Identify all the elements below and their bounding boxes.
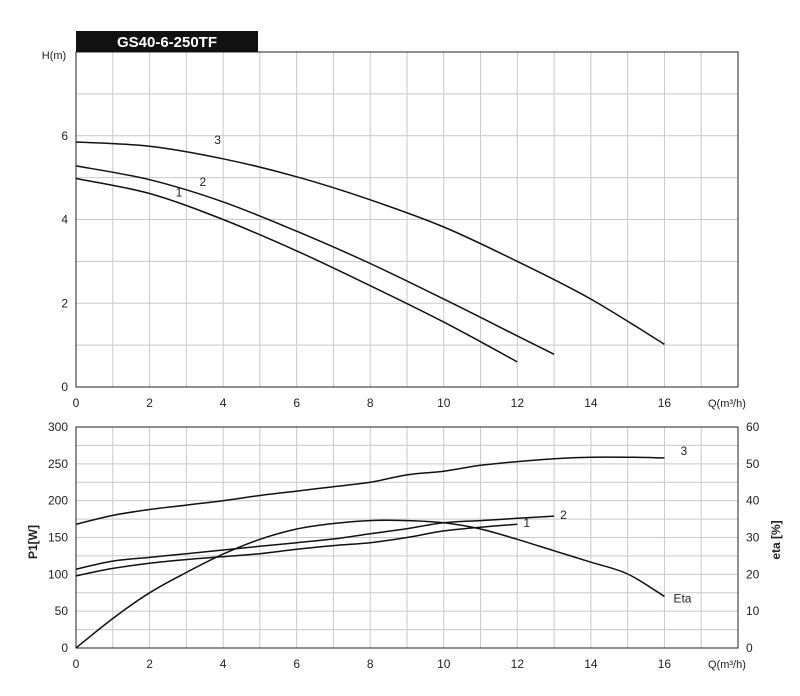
- power-y-tick-label: 0: [61, 641, 68, 655]
- power-x-tick-label: 14: [584, 657, 598, 671]
- eta-curve: [75, 519, 665, 649]
- power-x-tick-label: 16: [658, 657, 672, 671]
- power-y-tick-label: 250: [48, 457, 68, 471]
- power-curve-1: [75, 523, 518, 577]
- power-x-axis-label: Q(m³/h): [708, 659, 746, 671]
- title-banner: [76, 31, 258, 52]
- power-x-tick-label: 8: [367, 657, 374, 671]
- chart-title: GS40-6-250TF: [117, 34, 217, 51]
- power-curve-3: [75, 456, 665, 525]
- power-x-tick-label: 10: [437, 657, 451, 671]
- head-chart-frame: [75, 51, 739, 388]
- eta-y-tick-label: 40: [746, 494, 760, 508]
- power-x-tick-label: 6: [293, 657, 300, 671]
- power-curves: [75, 456, 665, 649]
- head-y-tick-label: 6: [61, 129, 68, 143]
- head-x-tick-label: 10: [437, 396, 451, 410]
- head-x-tick-label: 0: [73, 396, 80, 410]
- power-curve-label-3: 3: [680, 444, 687, 458]
- head-curve-2: [75, 165, 555, 355]
- head-x-tick-label: 12: [511, 396, 525, 410]
- eta-y-tick-label: 30: [746, 531, 760, 545]
- eta-y-tick-label: 50: [746, 457, 760, 471]
- eta-y-axis-label: eta [%]: [769, 520, 783, 559]
- power-x-tick-label: 12: [511, 657, 525, 671]
- head-chart-grid: [76, 52, 738, 387]
- head-curve-1: [75, 177, 518, 363]
- head-curve-3: [75, 141, 665, 345]
- power-chart-frame: [75, 426, 739, 649]
- eta-y-tick-label: 20: [746, 567, 760, 581]
- power-x-tick-label: 2: [146, 657, 153, 671]
- power-x-tick-label: 0: [73, 657, 80, 671]
- head-x-tick-label: 8: [367, 396, 374, 410]
- head-y-tick-label: 4: [61, 213, 68, 227]
- head-x-tick-label: 14: [584, 396, 598, 410]
- eta-curve-label: Eta: [673, 591, 691, 605]
- eta-y-tick-label: 60: [746, 420, 760, 434]
- power-curve-label-1: 1: [523, 516, 530, 530]
- power-curve-label-2: 2: [560, 508, 567, 522]
- power-y-tick-label: 100: [48, 567, 68, 581]
- power-y-tick-label: 200: [48, 494, 68, 508]
- head-y-tick-label: 0: [61, 380, 68, 394]
- power-curve-2: [75, 515, 555, 570]
- eta-y-tick-label: 0: [746, 641, 753, 655]
- head-x-tick-label: 6: [293, 396, 300, 410]
- eta-y-tick-label: 10: [746, 604, 760, 618]
- head-x-axis-label: Q(m³/h): [708, 398, 746, 410]
- power-chart-ticks: 0 2 4 6 8 10 12 14 16050100150200250300010203040…: [48, 420, 760, 671]
- head-x-tick-label: 2: [146, 396, 153, 410]
- power-y-tick-label: 300: [48, 420, 68, 434]
- power-x-tick-label: 4: [220, 657, 227, 671]
- head-x-tick-label: 16: [658, 396, 672, 410]
- head-y-tick-label: 2: [61, 296, 68, 310]
- power-y-tick-label: 50: [55, 604, 69, 618]
- head-y-axis-label: H(m): [42, 50, 66, 62]
- head-curve-label-1: 1: [176, 185, 183, 199]
- head-x-tick-label: 4: [220, 396, 227, 410]
- head-curve-label-3: 3: [214, 133, 221, 147]
- head-curves: [75, 141, 665, 363]
- head-curve-label-2: 2: [200, 175, 207, 189]
- power-y-axis-label: P1[W]: [26, 525, 40, 559]
- power-y-tick-label: 150: [48, 531, 68, 545]
